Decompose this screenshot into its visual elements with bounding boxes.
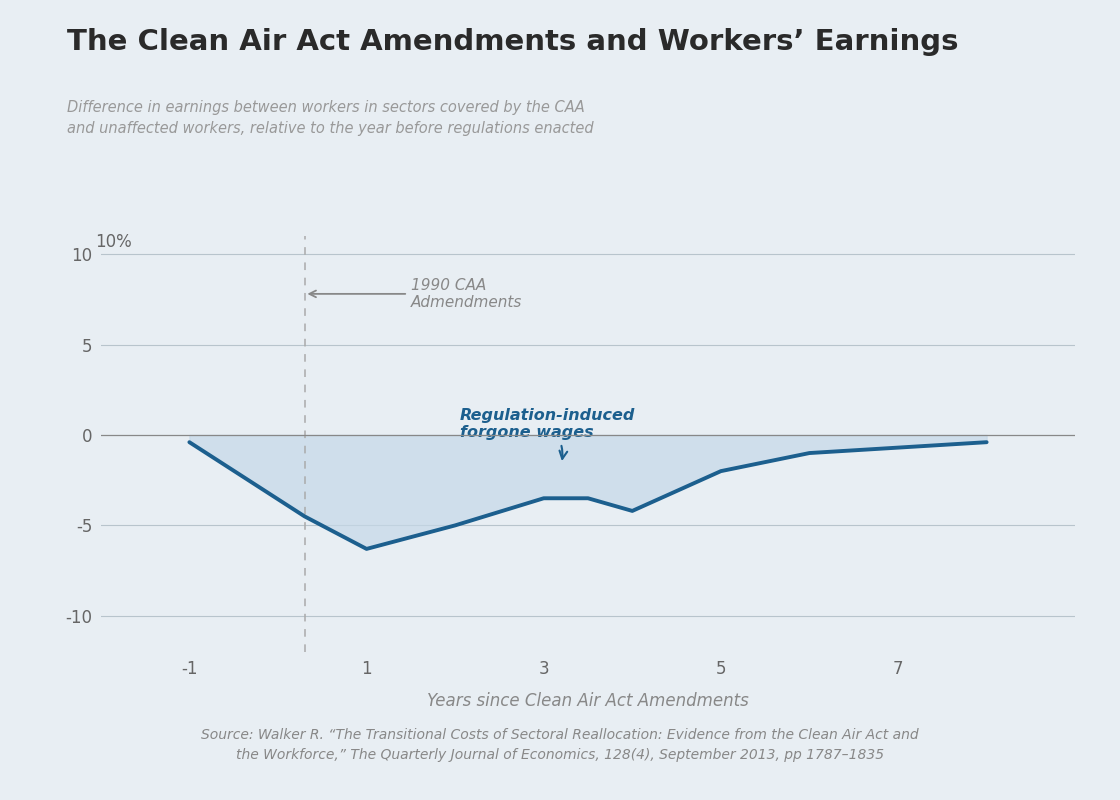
X-axis label: Years since Clean Air Act Amendments: Years since Clean Air Act Amendments (427, 692, 749, 710)
Text: Difference in earnings between workers in sectors covered by the CAA
and unaffec: Difference in earnings between workers i… (67, 100, 594, 136)
Text: 1990 CAA
Admendments: 1990 CAA Admendments (309, 278, 522, 310)
Text: Regulation-induced
forgone wages: Regulation-induced forgone wages (459, 408, 635, 459)
Text: The Clean Air Act Amendments and Workers’ Earnings: The Clean Air Act Amendments and Workers… (67, 28, 959, 56)
Text: Source: Walker R. “The Transitional Costs of Sectoral Reallocation: Evidence fro: Source: Walker R. “The Transitional Cost… (202, 728, 918, 762)
Text: 10%: 10% (95, 233, 132, 251)
